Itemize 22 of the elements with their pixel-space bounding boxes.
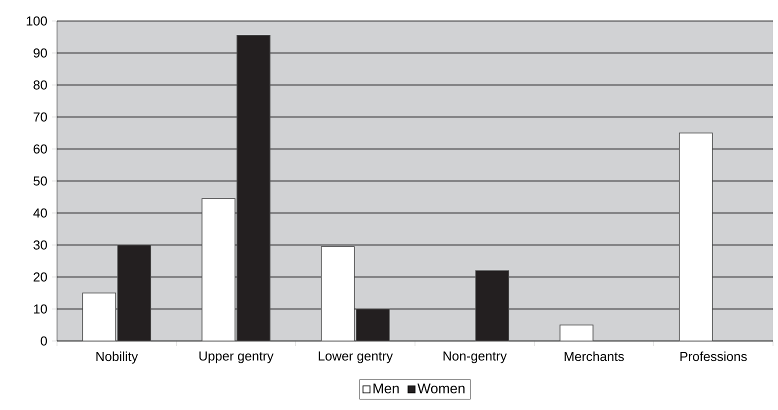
bar <box>678 132 713 342</box>
bar <box>475 270 510 342</box>
legend-label: Men <box>374 384 399 394</box>
x-tick-label: Upper gentry <box>199 352 274 364</box>
y-tick-label: 30 <box>34 240 47 250</box>
x-tick-label: Lower gentry <box>318 352 393 364</box>
y-tick-label: 0 <box>40 336 47 346</box>
y-tick-label: 70 <box>34 112 47 122</box>
y-tick-label: 40 <box>33 208 47 218</box>
bar <box>560 324 594 342</box>
legend-label: Women <box>417 384 465 394</box>
x-tick-label: Professions <box>680 352 747 362</box>
y-tick-label: 60 <box>34 144 47 154</box>
y-tick-label: 90 <box>34 48 47 58</box>
y-tick-label: 50 <box>34 176 47 186</box>
y-tick-label: 20 <box>34 272 47 282</box>
y-tick-label: 10 <box>34 304 47 314</box>
y-tick-label: 100 <box>26 16 47 26</box>
x-tick-label: Merchants <box>564 352 624 362</box>
x-tick-label: Non-gentry <box>444 352 507 364</box>
x-tick-label: Nobility <box>96 352 138 364</box>
y-tick-label: 80 <box>34 80 47 90</box>
